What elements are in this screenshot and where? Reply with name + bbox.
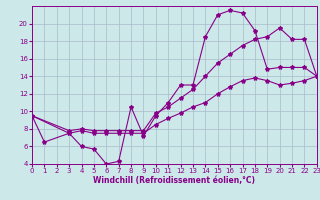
X-axis label: Windchill (Refroidissement éolien,°C): Windchill (Refroidissement éolien,°C) (93, 176, 255, 185)
